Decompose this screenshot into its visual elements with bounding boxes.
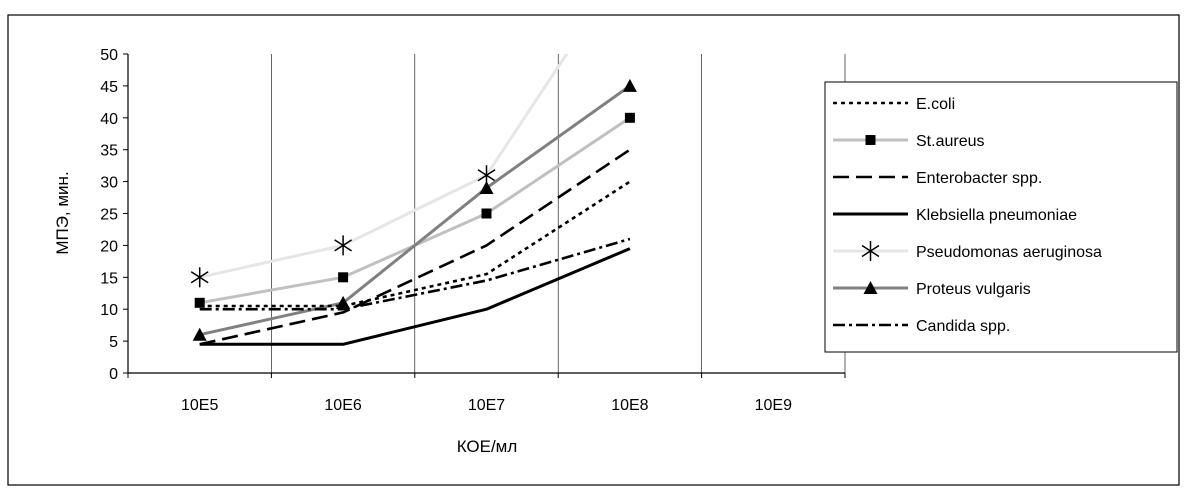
data-point-proteus-vulgaris [192, 327, 207, 341]
legend-item-e-coli: E.coli [833, 96, 955, 113]
y-tick-label: 30 [100, 175, 118, 192]
legend-marker [863, 281, 878, 294]
data-point-proteus-vulgaris [622, 78, 637, 92]
series-line-pseudomonas-aeruginosa [199, 54, 569, 279]
x-tick-label: 10E7 [468, 397, 505, 414]
series-e-coli [199, 180, 631, 308]
legend-label: E.coli [916, 96, 955, 113]
y-tick-label: 20 [100, 238, 118, 255]
legend-item-st-aureus: St.aureus [833, 133, 984, 150]
legend-marker [865, 135, 876, 145]
x-tick-label: 10E8 [611, 397, 648, 414]
series-line-enterobacter-spp [199, 148, 631, 346]
x-tick-label: 10E5 [181, 397, 218, 414]
axes: 0 5 10 15 20 25 30 35 40 45 50 10E5 10E6 10E7 10E8 10E9 [100, 47, 846, 414]
y-tick-label: 10 [100, 302, 118, 319]
legend: E.coli St.aureus Enterobacter spp. Klebsiel… [824, 81, 1178, 353]
y-axis-label: МПЭ, мин. [53, 171, 72, 254]
legend-item-pseudomonas-aeruginosa: Pseudomonas aeruginosa [833, 241, 1102, 261]
y-tick-label: 40 [100, 111, 118, 128]
data-point-st-aureus [194, 297, 205, 308]
y-tick-label: 25 [100, 207, 118, 224]
data-point-pseudomonas-aeruginosa [190, 267, 209, 288]
data-point-pseudomonas-aeruginosa [334, 235, 353, 256]
legend-item-enterobacter-spp: Enterobacter spp. [833, 170, 1042, 187]
y-tick-label: 5 [109, 334, 118, 351]
legend-label: Enterobacter spp. [916, 170, 1042, 187]
legend-label: Candida spp. [916, 318, 1010, 335]
legend-marker [861, 241, 880, 261]
data-point-st-aureus [338, 272, 349, 283]
legend-label: St.aureus [916, 133, 984, 150]
series-layer [190, 54, 637, 346]
legend-label: Pseudomonas aeruginosa [916, 244, 1102, 261]
data-point-proteus-vulgaris [479, 180, 494, 194]
y-tick-label: 15 [100, 270, 118, 287]
series-line-proteus-vulgaris [199, 84, 631, 337]
y-tick-label: 0 [109, 366, 118, 383]
legend-item-klebsiella-pneumoniae: Klebsiella pneumoniae [833, 207, 1077, 224]
legend-item-proteus-vulgaris: Proteus vulgaris [833, 281, 1031, 298]
legend-box [824, 81, 1178, 353]
data-point-st-aureus [481, 208, 492, 219]
series-candida-spp [199, 237, 631, 311]
series-proteus-vulgaris [192, 78, 637, 341]
data-point-st-aureus [624, 112, 635, 123]
series-line-e-coli [199, 180, 631, 308]
x-tick-label: 10E6 [324, 397, 361, 414]
legend-label: Klebsiella pneumoniae [916, 207, 1077, 224]
series-line-klebsiella-pneumoniae [199, 247, 631, 346]
x-axis-label: КОЕ/мл [457, 437, 518, 456]
series-line-candida-spp [199, 237, 631, 311]
legend-item-candida-spp: Candida spp. [833, 318, 1010, 335]
x-tick-label: 10E9 [755, 397, 792, 414]
y-tick-label: 45 [100, 79, 118, 96]
legend-label: Proteus vulgaris [916, 281, 1031, 298]
series-klebsiella-pneumoniae [199, 247, 631, 346]
y-tick-label: 50 [100, 47, 118, 64]
y-tick-label: 35 [100, 143, 118, 160]
series-enterobacter-spp [199, 148, 631, 346]
